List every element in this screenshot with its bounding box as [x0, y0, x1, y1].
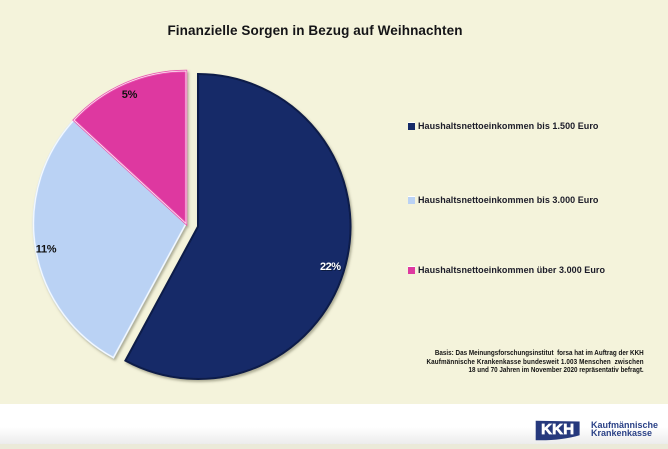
- svg-text:5%: 5%: [122, 89, 138, 101]
- svg-text:11%: 11%: [36, 244, 57, 256]
- svg-text:22%: 22%: [320, 261, 341, 273]
- svg-text:22%: 22%: [321, 262, 342, 274]
- svg-text:KKH: KKH: [541, 421, 574, 438]
